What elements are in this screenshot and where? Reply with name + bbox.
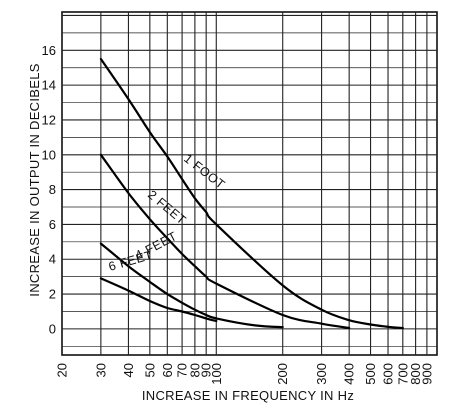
y-tick-label: 8	[49, 182, 56, 197]
grid	[61, 11, 438, 356]
y-tick-label: 16	[42, 43, 56, 58]
x-tick-label: 80	[187, 363, 202, 377]
y-tick-label: 0	[49, 321, 56, 336]
curve-2	[99, 153, 351, 330]
y-tick-label: 2	[49, 287, 56, 302]
x-tick-label: 40	[121, 363, 136, 377]
curves	[99, 57, 404, 330]
x-tick-label: 700	[395, 363, 410, 385]
y-tick-labels: 0 2 4 6 8 10 12 14 16	[42, 43, 56, 337]
curve-label-4: 6 FEET	[107, 248, 154, 274]
x-axis-label: INCREASE IN FREQUENCY IN Hz	[142, 388, 354, 403]
x-tick-label: 100	[209, 363, 224, 385]
x-tick-label: 90	[199, 363, 214, 377]
x-tick-label: 400	[342, 363, 357, 385]
x-tick-label: 70	[175, 363, 190, 377]
curve-1	[99, 57, 404, 330]
x-tick-label: 20	[55, 363, 70, 377]
x-tick-label: 300	[314, 363, 329, 385]
x-tick-label: 200	[275, 363, 290, 385]
curve-label-1: 1 FOOT	[181, 151, 228, 192]
plot-frame	[61, 11, 438, 356]
x-tick-label: 800	[408, 363, 423, 385]
y-tick-label: 10	[42, 147, 56, 162]
curve-3	[99, 242, 284, 329]
x-tick-label: 900	[419, 363, 434, 385]
x-tick-label: 30	[93, 363, 108, 377]
x-tick-label: 50	[142, 363, 157, 377]
y-tick-label: 6	[49, 217, 56, 232]
x-tick-label: 500	[363, 363, 378, 385]
y-tick-label: 4	[49, 252, 56, 267]
y-tick-label: 14	[42, 78, 56, 93]
y-tick-label: 12	[42, 112, 56, 127]
y-axis-label: INCREASE IN OUTPUT IN DECIBELS	[27, 63, 42, 296]
x-tick-label: 600	[381, 363, 396, 385]
x-tick-label: 60	[160, 363, 175, 377]
curve-4	[99, 277, 218, 323]
